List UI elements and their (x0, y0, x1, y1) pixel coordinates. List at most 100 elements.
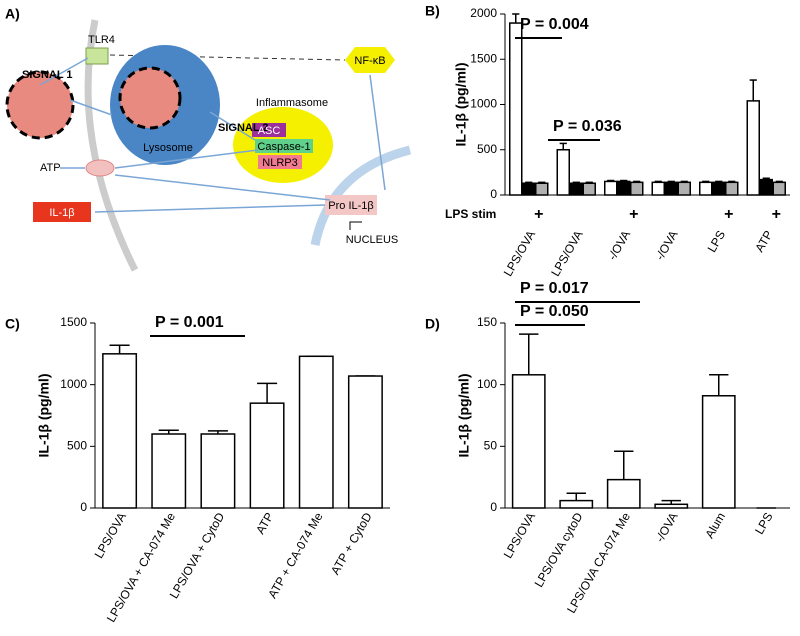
diagram-label: Pro IL-1β (328, 200, 373, 212)
p-value: P = 0.017 (520, 280, 589, 297)
panel-letter: C) (5, 316, 20, 332)
bar (746, 100, 760, 196)
y-tick-label: 500 (477, 142, 497, 156)
particle (5, 70, 75, 140)
stim-mark: + (629, 206, 638, 223)
bar (522, 182, 536, 196)
diagram-label: NLRP3 (262, 157, 297, 169)
bar (630, 181, 644, 196)
p2x7 (85, 159, 115, 177)
bar (617, 180, 631, 196)
bar (606, 478, 641, 509)
tlr4 (85, 47, 109, 65)
arrows (39, 57, 386, 213)
promoter-arrow (349, 221, 362, 230)
x-tick-label: ATP + CA-074 Me (265, 510, 326, 601)
y-tick-label: 150 (477, 315, 497, 329)
y-tick-label: 0 (490, 187, 497, 201)
diagram: A) TLR4 SIGNAL 1 NF-κB Lysosome Inflamma… (5, 6, 412, 272)
nlrp3-box (258, 155, 302, 169)
y-tick-label: 1000 (60, 377, 87, 391)
bar (712, 181, 726, 196)
bar (725, 181, 739, 196)
y-axis-label: IL-1β (pg/ml) (456, 374, 472, 458)
x-tick-label: ATP + CytoD (328, 510, 375, 577)
bar (759, 178, 773, 196)
bar (701, 395, 736, 509)
p-value: P = 0.004 (520, 16, 589, 33)
x-tick-label: LPS (705, 228, 728, 255)
bar (654, 503, 689, 509)
y-tick-label: 1500 (60, 315, 87, 329)
bar (604, 180, 618, 196)
diagram-label: NUCLEUS (346, 234, 399, 246)
diagram-label: SIGNAL 2 (218, 122, 269, 134)
stim-mark: + (772, 206, 781, 223)
panel-letter: B) (425, 3, 440, 19)
caspase-box (255, 139, 313, 153)
nfkb-box (345, 47, 395, 73)
bar (582, 182, 596, 196)
x-tick-label: ATP (752, 228, 775, 254)
bar (677, 181, 691, 196)
bar (535, 182, 549, 196)
x-tick-label: LPS (752, 510, 775, 537)
bar (664, 181, 678, 196)
x-tick-label: LPS/OVA (501, 228, 538, 279)
y-tick-label: 500 (67, 439, 87, 453)
x-tick-label: LPS/OVA (501, 510, 538, 561)
diagram-label: Lysosome (143, 142, 193, 154)
stim-mark: + (724, 206, 733, 223)
bar (151, 433, 187, 509)
bar (559, 499, 594, 509)
bar (298, 355, 334, 509)
x-tick-label: LPS/OVA (92, 510, 129, 561)
nuclear-envelope (310, 145, 412, 246)
y-tick-label: 1500 (470, 51, 497, 65)
diagram-label: Caspase-1 (257, 141, 310, 153)
stim-mark: + (534, 206, 543, 223)
p-value: P = 0.050 (520, 303, 589, 320)
bar (569, 182, 583, 196)
y-axis-label: IL-1β (pg/ml) (453, 63, 469, 147)
x-tick-label: LPS/OVA cytoD (532, 510, 586, 590)
p-value: P = 0.036 (553, 118, 622, 135)
diagram-label: Inflammasome (256, 97, 328, 109)
diagram-label: SIGNAL 1 (22, 69, 73, 81)
panel-letter: D) (425, 316, 440, 332)
y-tick-label: 0 (80, 500, 87, 514)
bar (102, 353, 138, 509)
bar (511, 374, 546, 509)
stim-label: LPS stim (445, 207, 496, 221)
x-tick-label: -/OVA (653, 228, 681, 263)
y-tick-label: 1000 (470, 97, 497, 111)
x-tick-label: -/OVA (605, 228, 633, 263)
bar (509, 22, 523, 196)
proil1b-box (325, 195, 377, 215)
diagram-label: NF-κB (354, 55, 385, 67)
bar (699, 181, 713, 196)
y-tick-label: 0 (490, 500, 497, 514)
diagram-label: ASC (258, 125, 281, 137)
bar (556, 149, 570, 196)
bar (200, 433, 236, 509)
x-tick-label: LPS/OVA + CytoD (167, 510, 228, 601)
diagram-label: ATP (40, 162, 61, 174)
panel-letter: A) (5, 6, 20, 22)
y-tick-label: 50 (484, 439, 498, 453)
diagram-label: TLR4 (88, 34, 115, 46)
bar (651, 181, 665, 196)
il1b-box (33, 202, 91, 222)
y-tick-label: 2000 (470, 6, 497, 20)
x-tick-label: Alum (702, 510, 728, 541)
particle (118, 66, 182, 130)
asc-box (252, 123, 286, 137)
p-value: P = 0.001 (155, 314, 224, 331)
diagram-label: IL-1β (49, 207, 74, 219)
x-tick-label: ATP (253, 510, 276, 536)
x-tick-label: -/OVA (653, 510, 681, 545)
bar (347, 375, 383, 509)
bar (249, 402, 285, 509)
